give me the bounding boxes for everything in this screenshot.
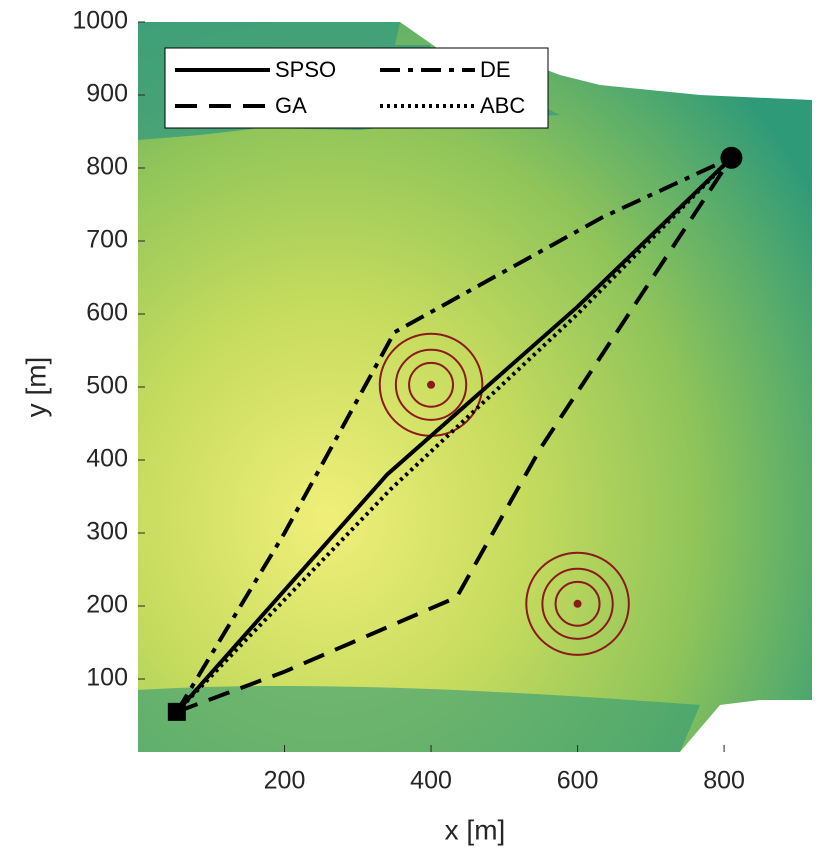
x-axis-label: x [m] [445,814,506,845]
y-tick-label: 100 [86,664,128,692]
x-tick-label: 800 [703,767,745,795]
plot-area [167,146,743,721]
threat-ring [394,348,468,421]
threat-ring [525,551,630,656]
x-tick-label: 600 [557,767,599,795]
y-tick-label: 200 [86,591,128,619]
threat-ring [541,567,614,640]
y-tick-label: 900 [86,80,128,108]
y-tick-label: 800 [86,153,128,181]
series-line [175,156,733,714]
x-tick-label: 400 [410,767,452,795]
legend-box [164,47,549,129]
start-marker [167,702,186,721]
legend-label: GA [275,93,307,118]
legend-label: SPSO [275,57,336,82]
threat-ring [554,580,601,627]
y-axis-label: y [m] [20,357,51,418]
y-tick-label: 1000 [72,7,128,35]
legend: SPSO GA DE ABC [164,47,549,129]
y-tick-label: 700 [86,226,128,254]
threat-ring [408,361,455,408]
y-tick-label: 300 [86,518,128,546]
threat-center [573,599,582,608]
series-line [175,155,733,713]
goal-marker [720,146,743,169]
series-line [176,156,734,714]
threat-center [427,380,436,389]
legend-label: DE [480,57,511,82]
series-line [175,156,733,714]
y-tick-label: 500 [86,372,128,400]
legend-label: ABC [480,93,525,118]
y-tick-label: 400 [86,445,128,473]
y-tick-label: 600 [86,299,128,327]
x-tick-label: 200 [264,767,306,795]
